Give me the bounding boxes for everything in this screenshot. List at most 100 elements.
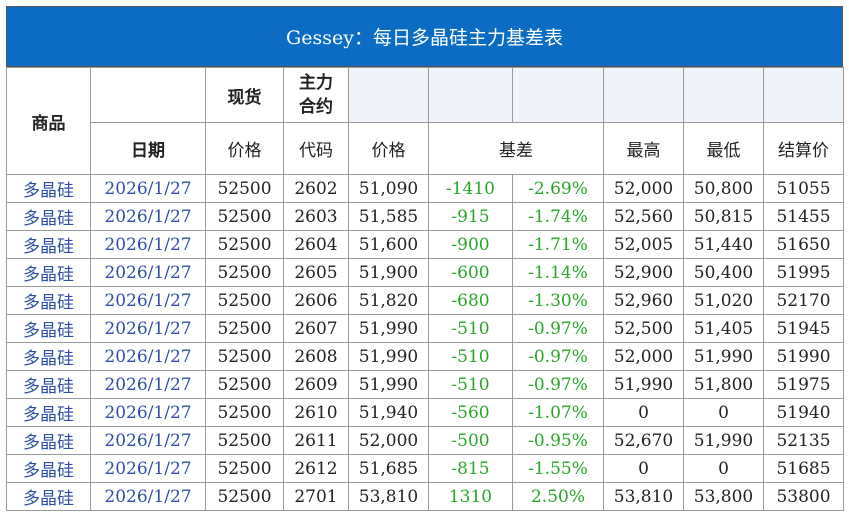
data-cell: 51,940 (348, 398, 429, 427)
data-row: 多晶硅 2026/1/27 52500 2603 51,585 -915 -1.74% 52,… (6, 202, 844, 231)
data-cell: -510 (428, 342, 513, 371)
header-cell (90, 67, 206, 123)
header-cell: 代码 (283, 122, 349, 175)
data-cell: 2609 (283, 370, 349, 399)
data-row: 多晶硅 2026/1/27 52500 2605 51,900 -600 -1.14% 52,… (6, 258, 844, 287)
header-cell (683, 67, 764, 123)
data-cell: 2026/1/27 (90, 342, 206, 371)
data-cell: -1.07% (512, 398, 604, 427)
data-cell: -1.71% (512, 230, 604, 259)
data-cell: 多晶硅 (6, 426, 91, 455)
data-cell: 多晶硅 (6, 454, 91, 483)
table-body: 商品 现货 主力合约 日期 价格 代码 价格 基差 最高 最低 结算价 (6, 67, 844, 511)
data-cell: -1410 (428, 174, 513, 203)
data-cell: 2026/1/27 (90, 370, 206, 399)
header-cell (512, 67, 604, 123)
data-cell: 52,000 (603, 174, 684, 203)
data-cell: 2608 (283, 342, 349, 371)
data-cell: 52500 (205, 342, 284, 371)
data-cell: 2026/1/27 (90, 426, 206, 455)
data-cell: 52,000 (348, 426, 429, 455)
header-row: 日期 价格 代码 价格 基差 最高 最低 结算价 (7, 122, 844, 175)
data-cell: 多晶硅 (6, 202, 91, 231)
data-cell: 51,440 (683, 230, 764, 259)
data-cell: 多晶硅 (6, 314, 91, 343)
data-cell: -0.97% (512, 370, 604, 399)
header-cell: 结算价 (763, 122, 844, 175)
data-row: 多晶硅 2026/1/27 52500 2604 51,600 -900 -1.71% 52,… (6, 230, 844, 259)
data-cell: -815 (428, 454, 513, 483)
data-cell: 2701 (283, 482, 349, 511)
data-cell: 52,560 (603, 202, 684, 231)
data-cell: 52500 (205, 258, 284, 287)
data-cell: 52135 (763, 426, 844, 455)
data-cell: 51,600 (348, 230, 429, 259)
data-cell: -1.55% (512, 454, 604, 483)
data-row: 多晶硅 2026/1/27 52500 2612 51,685 -815 -1.55% 0 0 5… (6, 454, 844, 483)
data-cell: 51940 (763, 398, 844, 427)
header-cell: 现货 (205, 67, 284, 123)
data-cell: 52,000 (603, 342, 684, 371)
data-cell: 2026/1/27 (90, 230, 206, 259)
data-cell: 53,800 (683, 482, 764, 511)
data-cell: 51975 (763, 370, 844, 399)
data-cell: 2026/1/27 (90, 202, 206, 231)
data-cell: 52,670 (603, 426, 684, 455)
data-cell: 52500 (205, 398, 284, 427)
data-cell: 52,005 (603, 230, 684, 259)
data-row: 多晶硅 2026/1/27 52500 2701 53,810 1310 2.50% 53,8… (6, 482, 844, 511)
data-cell: 52,900 (603, 258, 684, 287)
data-cell: 51685 (763, 454, 844, 483)
header-cell (603, 67, 684, 123)
data-cell: 2026/1/27 (90, 174, 206, 203)
data-cell: 51,990 (348, 342, 429, 371)
data-cell: 51,585 (348, 202, 429, 231)
data-cell: 多晶硅 (6, 286, 91, 315)
data-cell: 51,020 (683, 286, 764, 315)
data-cell: 2606 (283, 286, 349, 315)
data-cell: -2.69% (512, 174, 604, 203)
data-cell: 52500 (205, 202, 284, 231)
header-text: 主力合约 (299, 73, 333, 117)
header-cell: 日期 (90, 122, 206, 175)
data-cell: 52,500 (603, 314, 684, 343)
data-cell: 0 (603, 398, 684, 427)
data-cell: 53,810 (603, 482, 684, 511)
data-cell: 51650 (763, 230, 844, 259)
data-row: 多晶硅 2026/1/27 52500 2606 51,820 -680 -1.30% 52,… (6, 286, 844, 315)
data-cell: 1310 (428, 482, 513, 511)
data-cell: 2611 (283, 426, 349, 455)
data-cell: 52500 (205, 286, 284, 315)
header-cell: 基差 (428, 122, 604, 175)
header-cell (428, 67, 513, 123)
data-cell: 0 (603, 454, 684, 483)
data-cell: 多晶硅 (6, 258, 91, 287)
data-cell: 53800 (763, 482, 844, 511)
data-cell: 多晶硅 (6, 482, 91, 511)
data-cell: 51,405 (683, 314, 764, 343)
data-cell: 51455 (763, 202, 844, 231)
data-cell: 51,990 (348, 370, 429, 399)
header-cell: 最低 (683, 122, 764, 175)
table-container: Gessey：每日多晶硅主力基差表 商品 现货 主力合约 日期 价格 代码 价格 (6, 6, 844, 511)
data-cell: -900 (428, 230, 513, 259)
data-cell: 2604 (283, 230, 349, 259)
data-cell: 多晶硅 (6, 174, 91, 203)
data-cell: -510 (428, 314, 513, 343)
data-cell: 52500 (205, 174, 284, 203)
header-cell: 最高 (603, 122, 684, 175)
data-cell: 51,820 (348, 286, 429, 315)
data-cell: 52170 (763, 286, 844, 315)
data-cell: 2026/1/27 (90, 454, 206, 483)
data-cell: 52500 (205, 314, 284, 343)
data-cell: 2026/1/27 (90, 314, 206, 343)
data-cell: 51,990 (683, 342, 764, 371)
data-cell: 51990 (763, 342, 844, 371)
data-cell: 2612 (283, 454, 349, 483)
data-cell: 53,810 (348, 482, 429, 511)
data-cell: 多晶硅 (6, 398, 91, 427)
data-cell: -510 (428, 370, 513, 399)
data-row: 多晶硅 2026/1/27 52500 2602 51,090 -1410 -2.69% 52… (6, 174, 844, 203)
data-cell: 2602 (283, 174, 349, 203)
